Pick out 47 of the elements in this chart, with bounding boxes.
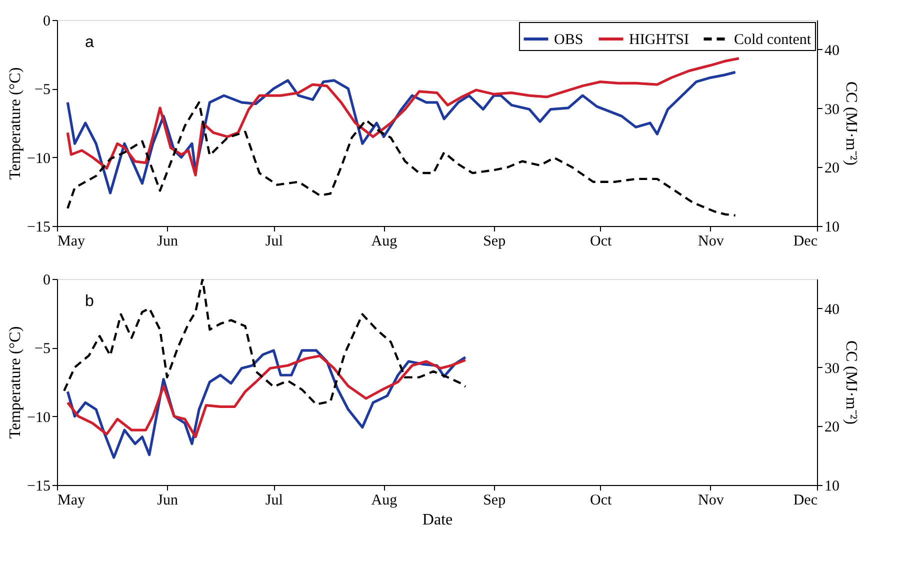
y-tick-label: 0 [43,14,50,30]
x-tick-label: Jun [157,492,179,508]
x-tick-label: Nov [698,492,724,508]
x-tick-label: Oct [590,234,613,250]
y2-tick-label: 40 [824,302,840,318]
y-tick-label: 0 [43,272,50,288]
y2-tick-label: 40 [824,42,840,59]
y2-tick-label: 10 [824,478,840,494]
x-tick-label: Oct [590,492,613,508]
y-tick-label: −15 [27,478,50,494]
y2-tick-label: 30 [824,360,840,377]
y2-axis-title: CC (MJ·m⁻²) [842,340,860,425]
y-axis-title: Temperature (°C) [7,67,24,180]
x-tick-label: Aug [371,492,398,508]
y-tick-label: −15 [27,220,50,236]
y2-tick-label: 30 [824,102,840,118]
x-tick-label: Jul [265,492,283,508]
x-tick-label: May [58,492,86,508]
y-tick-label: −5 [34,82,50,98]
x-axis-title: Date [422,512,453,528]
y2-tick-label: 10 [824,220,840,236]
y-tick-label: −10 [27,410,50,426]
line-series [66,101,736,217]
x-tick-label: Dec [793,234,818,250]
y-tick-label: −5 [34,341,50,358]
x-tick-label: Sep [483,234,506,250]
x-tick-label: Sep [483,492,506,508]
line-series [66,70,737,194]
x-tick-label: May [58,234,86,250]
y-axis-title: Temperature (°C) [7,326,24,439]
legend-label: HIGHTSI [629,32,689,48]
line-series [66,57,740,176]
line-series [63,279,467,406]
y2-tick-label: 20 [824,160,840,177]
x-tick-label: Jun [157,234,179,250]
x-tick-label: Jul [265,234,283,250]
legend-label: OBS [554,32,584,48]
line-series [66,354,467,438]
x-tick-label: Aug [371,234,398,250]
annotation: b [85,293,94,310]
annotation: a [85,34,94,51]
y-tick-label: −10 [27,150,50,167]
y2-tick-label: 20 [824,420,840,436]
x-tick-label: Dec [793,492,818,508]
x-tick-label: Nov [698,234,724,250]
y2-axis-title: CC (MJ·m⁻²) [842,81,860,166]
legend-label: Cold content [734,32,812,48]
